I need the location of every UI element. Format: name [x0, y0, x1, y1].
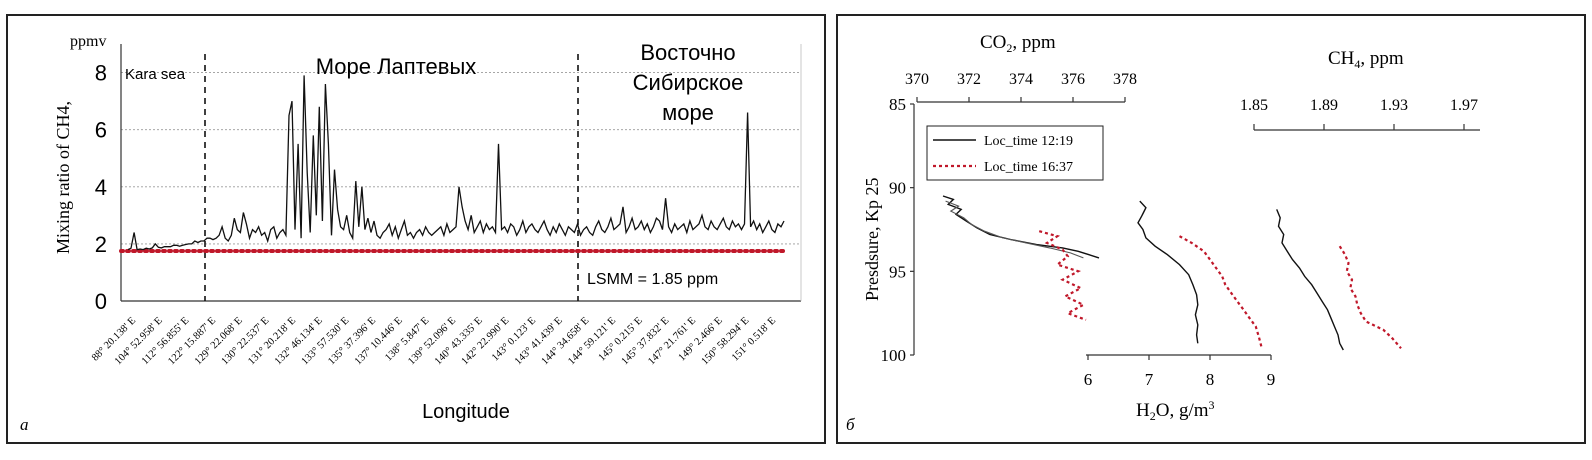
pressure-tick-label: 85 — [889, 95, 906, 114]
profile-co2-loc-time-1637-2 — [1038, 230, 1087, 321]
profile-co2-loc-time-1219-0 — [942, 195, 1100, 259]
pressure-tick-label: 90 — [889, 179, 906, 198]
h2o-tick-label: 9 — [1267, 370, 1276, 389]
co2-tick-label: 374 — [1009, 71, 1033, 88]
series-ch4-mixing-ratio — [127, 75, 785, 251]
ch4-tick-label: 1.97 — [1450, 97, 1478, 114]
panel-b-vertical-profiles-chart: 85 90 95 100 Presdsure, Kp 25 370 372 374 376 378… — [836, 14, 1586, 444]
y-tick-label: 0 — [95, 289, 107, 314]
h2o-tick-label: 8 — [1206, 370, 1215, 389]
region-laptev-sea: Море Лаптевых — [316, 54, 477, 79]
x-axis-title: Longitude — [422, 401, 510, 423]
pressure-axis-title: Presdsure, Kp 25 — [862, 178, 882, 302]
h2o-tick-label: 6 — [1084, 370, 1093, 389]
co2-axis-title: CO2​, ppm — [980, 32, 1056, 55]
profile-ch4-loc-time-1637-6 — [1338, 245, 1402, 350]
pressure-tick-label: 95 — [889, 262, 906, 281]
legend-box — [926, 125, 1104, 181]
ch4-tick-label: 1.93 — [1380, 97, 1408, 114]
y-tick-label: 8 — [95, 61, 107, 86]
co2-tick-label: 376 — [1061, 71, 1085, 88]
pressure-tick-label: 100 — [881, 346, 907, 365]
region-east-siberian-line2: Сибирское — [633, 70, 744, 95]
ch4-axis-title: CH4​, ppm — [1328, 48, 1404, 71]
co2-tick-label: 372 — [957, 71, 981, 88]
h2o-axis-title: H2​O, g/m3​ — [1136, 398, 1215, 423]
y-axis-title: Mixing ratio of CH4, — [53, 101, 73, 254]
profile-h2o-loc-time-1219-3 — [1137, 200, 1199, 344]
legend-label-1637: Loc_time 16:37 — [984, 160, 1073, 175]
chart-b-svg: 85 90 95 100 Presdsure, Kp 25 370 372 374 376 378… — [846, 32, 1480, 434]
y-tick-label: 4 — [95, 175, 107, 200]
ch4-tick-label: 1.85 — [1240, 97, 1268, 114]
profile-co2-loc-time-1219-1 — [945, 200, 1084, 259]
region-east-siberian-line3: море — [662, 100, 714, 125]
y-tick-label: 2 — [95, 232, 107, 257]
lsmm-reference-label: LSMM = 1.85 ppm — [587, 271, 718, 288]
co2-tick-label: 378 — [1113, 71, 1137, 88]
co2-tick-label: 370 — [905, 71, 929, 88]
panel-label-a: а — [20, 415, 29, 434]
region-kara-sea: Kara sea — [125, 66, 186, 83]
legend-label-1219: Loc_time 12:19 — [984, 134, 1073, 149]
y-unit-label: ppmv — [70, 33, 106, 50]
ch4-tick-label: 1.89 — [1310, 97, 1338, 114]
y-tick-label: 6 — [95, 118, 107, 143]
profile-ch4-loc-time-1219-5 — [1276, 209, 1344, 351]
panel-label-b: б — [846, 415, 855, 434]
h2o-tick-label: 7 — [1145, 370, 1154, 389]
profile-h2o-loc-time-1637-4 — [1178, 235, 1263, 349]
panel-a-methane-longitude-chart: 0 2 4 6 8 ppmv Mixing ratio of CH4, 88° 20.138'… — [6, 14, 826, 444]
region-east-siberian-line1: Восточно — [640, 40, 735, 65]
